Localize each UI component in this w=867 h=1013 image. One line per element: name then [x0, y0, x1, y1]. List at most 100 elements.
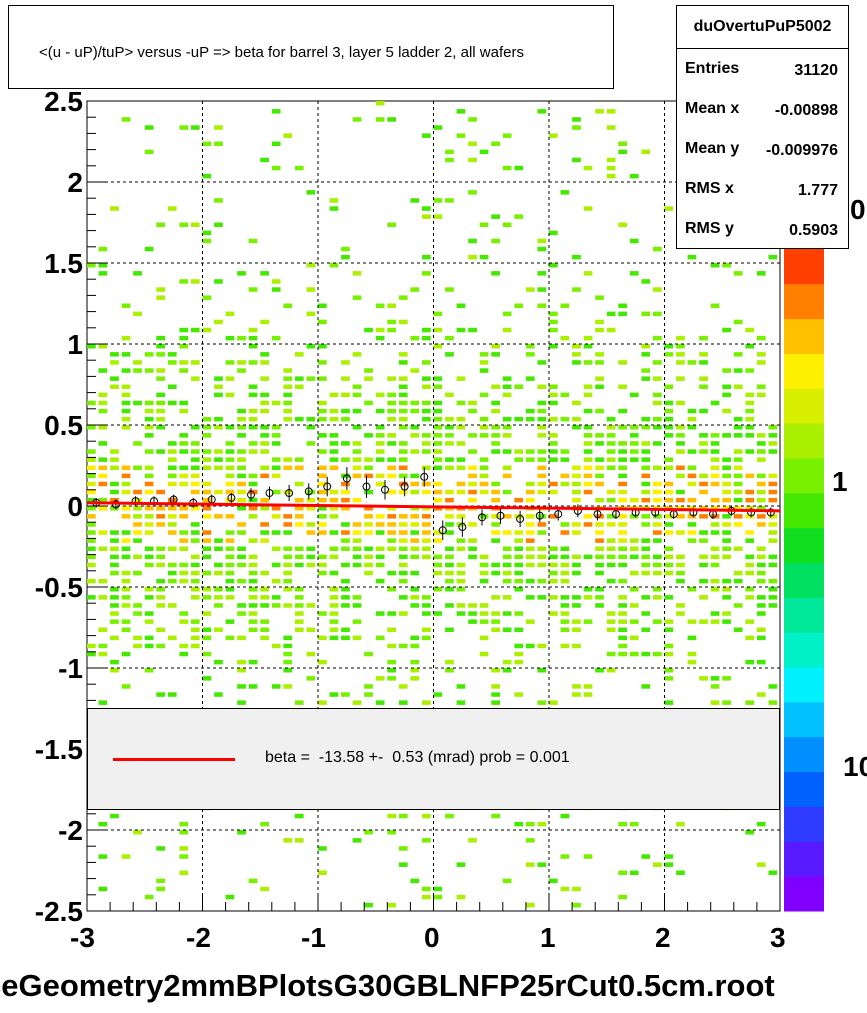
heatmap-cell [110, 465, 119, 470]
heatmap-cell [676, 611, 685, 616]
heatmap-cell [87, 400, 96, 406]
heatmap-cell [294, 514, 304, 519]
heatmap-cell [260, 595, 269, 600]
heatmap-cell [468, 433, 477, 438]
heatmap-cell [687, 254, 697, 260]
heatmap-cell [271, 546, 281, 551]
heatmap-cell [179, 830, 189, 835]
heatmap-cell [248, 627, 258, 632]
heatmap-cell [468, 481, 477, 487]
heatmap-cell [190, 554, 200, 560]
heatmap-cell [133, 465, 142, 470]
heatmap-cell [664, 384, 674, 389]
heatmap-cell [214, 570, 223, 576]
heatmap-cell [549, 554, 558, 560]
heatmap-cell [641, 416, 651, 422]
heatmap-cell [641, 344, 651, 349]
heatmap-cell [456, 109, 466, 114]
heatmap-cell [699, 352, 708, 357]
heatmap-cell [294, 546, 304, 551]
heatmap-cell [653, 311, 662, 317]
heatmap-cell [341, 530, 350, 535]
heatmap-cell [641, 368, 651, 373]
heatmap-cell [641, 149, 651, 155]
heatmap-cell [329, 465, 339, 470]
heatmap-cell [87, 546, 96, 551]
stats-row-entries: Entries 31120 [677, 50, 848, 90]
heatmap-cell [202, 465, 212, 470]
profile-point [420, 472, 429, 481]
heatmap-cell [699, 376, 708, 381]
heatmap-cell [398, 813, 408, 819]
heatmap-cell [445, 587, 454, 592]
heatmap-cell [341, 408, 350, 414]
heatmap-cell [387, 222, 396, 227]
heatmap-cell [583, 206, 593, 211]
heatmap-cell [271, 595, 281, 600]
heatmap-cell [294, 619, 304, 624]
heatmap-cell [144, 416, 154, 422]
heatmap-cell [491, 570, 500, 576]
heatmap-cell [260, 449, 269, 454]
heatmap-cell [87, 457, 96, 462]
heatmap-cell [468, 327, 477, 333]
heatmap-cell [318, 659, 327, 665]
palette-swatch [784, 249, 824, 285]
heatmap-cell [618, 303, 627, 308]
heatmap-cell [110, 352, 119, 357]
heatmap-cell [687, 514, 697, 519]
heatmap-cell [537, 246, 547, 252]
heatmap-cell [341, 254, 350, 260]
heatmap-cell [422, 595, 431, 600]
profile-point [227, 493, 236, 502]
heatmap-cell [271, 425, 281, 430]
heatmap-cell [283, 392, 293, 398]
heatmap-cell [456, 603, 466, 608]
heatmap-cell [549, 457, 558, 462]
heatmap-cell [87, 562, 96, 568]
heatmap-cell [98, 578, 108, 584]
heatmap-cell [121, 514, 131, 519]
heatmap-cell [156, 489, 165, 495]
heatmap-cell [248, 408, 258, 414]
heatmap-cell [225, 481, 235, 487]
heatmap-cell [560, 522, 570, 527]
heatmap-cell [375, 425, 385, 430]
heatmap-cell [479, 578, 489, 584]
heatmap-cell [583, 554, 593, 560]
heatmap-cell [156, 627, 165, 632]
heatmap-cell [144, 352, 154, 357]
heatmap-cell [491, 627, 500, 632]
heatmap-cell [422, 416, 431, 422]
heatmap-cell [121, 651, 131, 657]
heatmap-cell [248, 416, 258, 422]
heatmap-cell [537, 449, 547, 454]
heatmap-cell [214, 384, 223, 389]
palette-swatch [784, 353, 824, 389]
heatmap-cell [560, 595, 570, 600]
heatmap-cell [433, 692, 443, 697]
heatmap-cell [502, 570, 512, 576]
heatmap-cell [260, 360, 269, 365]
heatmap-cell [491, 700, 500, 705]
heatmap-cell [606, 489, 616, 495]
heatmap-cell [583, 433, 593, 438]
heatmap-cell [572, 627, 581, 632]
heatmap-cell [583, 441, 593, 446]
heatmap-cell [329, 611, 339, 616]
heatmap-cell [710, 514, 720, 519]
heatmap-cell [629, 449, 639, 454]
heatmap-cell [502, 611, 512, 616]
heatmap-cell [479, 489, 489, 495]
heatmap-cell [710, 400, 720, 406]
heatmap-cell [202, 449, 212, 454]
heatmap-cell [179, 449, 189, 454]
heatmap-cell [387, 441, 396, 446]
heatmap-cell [618, 473, 627, 479]
heatmap-cell [687, 619, 697, 624]
heatmap-cell [710, 546, 720, 551]
heatmap-cell [583, 854, 593, 859]
heatmap-cell [595, 546, 604, 551]
fit-legend-box: beta = -13.58 +- 0.53 (mrad) prob = 0.00… [87, 708, 780, 810]
heatmap-cell [664, 627, 674, 632]
